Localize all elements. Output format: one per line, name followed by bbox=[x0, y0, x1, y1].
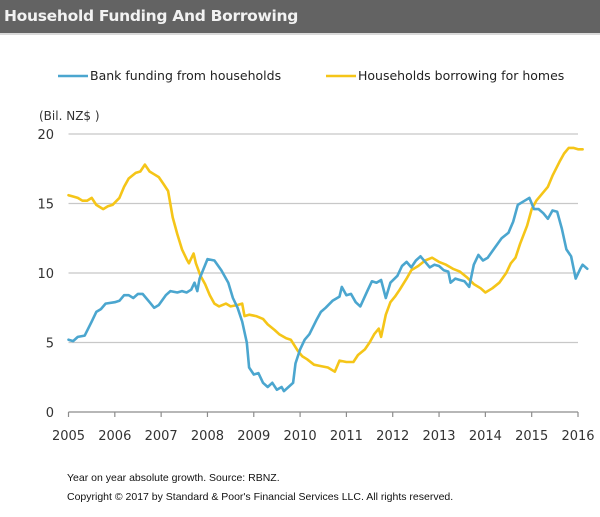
x-tick-label: 2011 bbox=[330, 429, 363, 444]
x-tick-label: 2010 bbox=[284, 429, 317, 444]
chart-header: Household Funding And Borrowing bbox=[0, 0, 600, 35]
series-line-household-borrowing bbox=[67, 146, 584, 373]
legend: Bank funding from households Households … bbox=[58, 68, 564, 83]
series-lines bbox=[67, 146, 589, 393]
x-tick-label: 2016 bbox=[561, 429, 594, 444]
y-axis: 0 5 10 15 20 bbox=[37, 128, 54, 421]
y-axis-unit-label: (Bil. NZ$ ) bbox=[39, 109, 100, 123]
legend-label-bank-funding: Bank funding from households bbox=[90, 68, 281, 83]
series-line-bank-funding bbox=[67, 196, 589, 393]
x-tick-label: 2009 bbox=[237, 429, 270, 444]
legend-label-household-borrowing: Households borrowing for homes bbox=[358, 68, 564, 83]
source-note: Year on year absolute growth. Source: RB… bbox=[67, 472, 280, 484]
y-tick-label: 10 bbox=[37, 267, 54, 282]
y-tick-label: 15 bbox=[37, 198, 54, 213]
x-tick-label: 2012 bbox=[376, 429, 409, 444]
x-tick-label: 2006 bbox=[98, 429, 131, 444]
x-axis: 2005 2006 2007 2008 2009 2010 2011 2012 2013 2014… bbox=[52, 411, 595, 444]
y-tick-label: 0 bbox=[46, 406, 54, 421]
x-tick-label: 2014 bbox=[469, 429, 502, 444]
x-tick-label: 2013 bbox=[422, 429, 455, 444]
x-tick-label: 2008 bbox=[191, 429, 224, 444]
copyright-note: Copyright © 2017 by Standard & Poor's Fi… bbox=[67, 491, 454, 503]
y-tick-label: 5 bbox=[46, 337, 54, 352]
x-tick-label: 2015 bbox=[515, 429, 548, 444]
x-tick-label: 2005 bbox=[52, 429, 85, 444]
y-tick-label: 20 bbox=[37, 128, 54, 143]
x-tick-label: 2007 bbox=[145, 429, 178, 444]
gridlines bbox=[68, 133, 578, 344]
chart-title: Household Funding And Borrowing bbox=[4, 7, 299, 25]
